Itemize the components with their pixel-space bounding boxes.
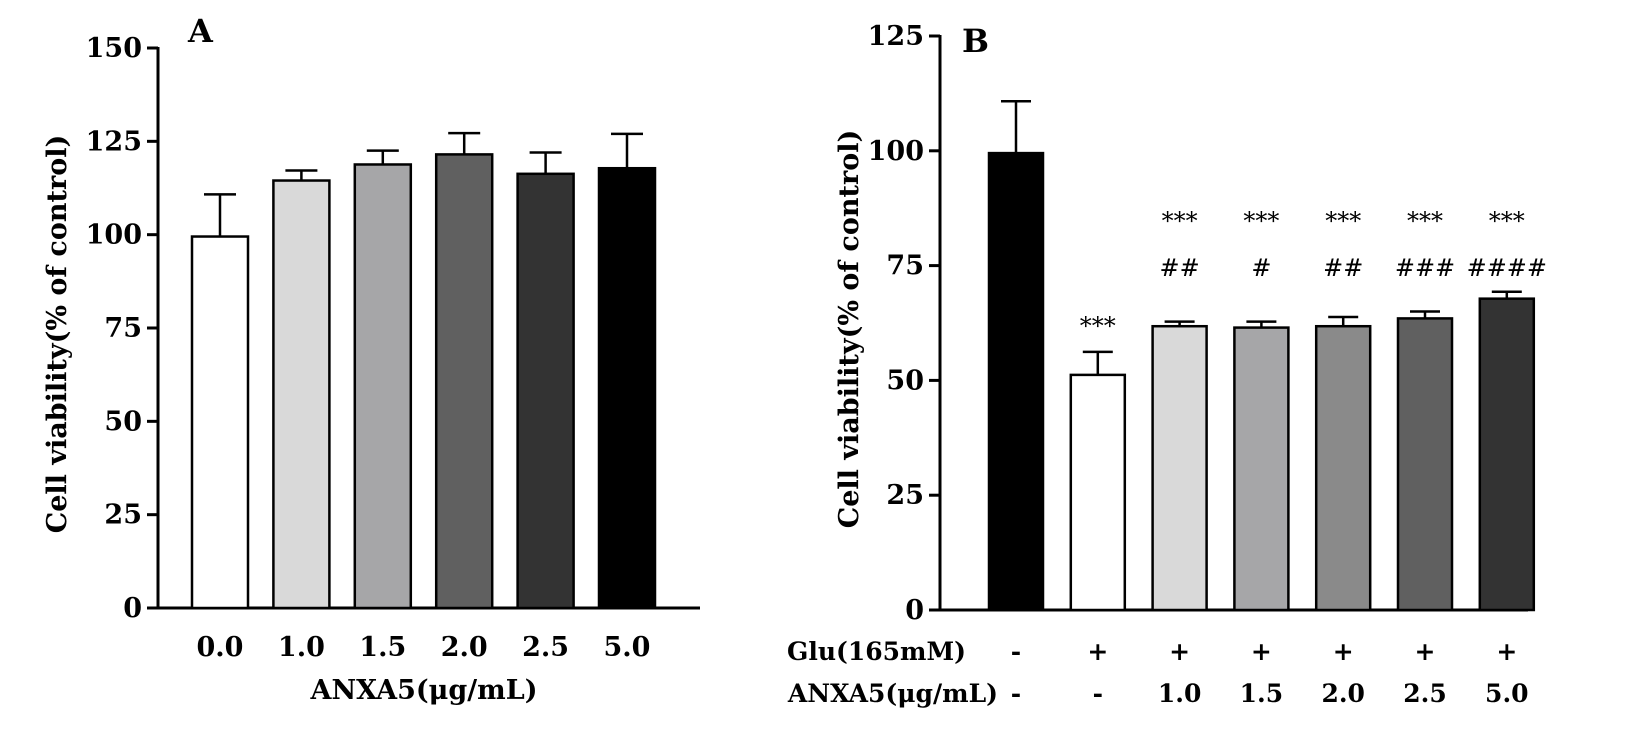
x-tick-label: 2.5 bbox=[522, 632, 569, 663]
condition-value: + bbox=[1415, 637, 1436, 666]
y-tick-label: 125 bbox=[868, 21, 924, 52]
x-axis-title: ANXA5(μg/mL) bbox=[310, 675, 538, 706]
condition-value: - bbox=[1011, 637, 1021, 666]
y-tick-label: 25 bbox=[104, 500, 142, 531]
bar bbox=[272, 179, 331, 610]
condition-label: ANXA5(μg/mL) bbox=[787, 679, 998, 708]
condition-value: 1.5 bbox=[1240, 679, 1284, 708]
condition-value: + bbox=[1251, 637, 1272, 666]
panel-label: A bbox=[187, 12, 214, 50]
significance-hashes: ## bbox=[1159, 254, 1199, 282]
condition-value: + bbox=[1087, 637, 1108, 666]
condition-value: - bbox=[1011, 679, 1021, 708]
condition-value: 5.0 bbox=[1485, 679, 1529, 708]
significance-hashes: ## bbox=[1323, 254, 1363, 282]
panel-label: B bbox=[962, 22, 989, 60]
bar bbox=[1478, 297, 1536, 612]
y-tick-label: 50 bbox=[886, 365, 924, 396]
bar bbox=[1314, 324, 1372, 612]
significance-stars: *** bbox=[1407, 207, 1443, 235]
condition-value: 2.0 bbox=[1321, 679, 1365, 708]
x-tick-label: 2.0 bbox=[441, 632, 488, 663]
significance-stars: *** bbox=[1489, 207, 1525, 235]
bar bbox=[516, 172, 575, 610]
y-axis-title: Cell viability(% of control) bbox=[42, 135, 73, 534]
y-tick-label: 0 bbox=[123, 593, 142, 624]
condition-value: + bbox=[1169, 637, 1190, 666]
condition-value: - bbox=[1093, 679, 1103, 708]
significance-stars: *** bbox=[1162, 207, 1198, 235]
y-tick-label: 75 bbox=[886, 251, 924, 282]
bar bbox=[1069, 373, 1127, 612]
bar bbox=[353, 163, 413, 610]
significance-hashes: ### bbox=[1395, 254, 1455, 282]
y-tick-label: 100 bbox=[868, 136, 924, 167]
bar bbox=[1396, 317, 1454, 612]
condition-value: 2.5 bbox=[1403, 679, 1447, 708]
y-tick-label: 125 bbox=[86, 126, 142, 157]
y-tick-label: 0 bbox=[905, 595, 924, 626]
significance-stars: *** bbox=[1325, 207, 1361, 235]
panel-a: 0 25 50 75 100 125 150 Cell viability(% of cont… bbox=[42, 12, 700, 706]
bar bbox=[597, 166, 657, 610]
significance-hashes: #### bbox=[1467, 254, 1547, 282]
bar bbox=[1233, 326, 1290, 612]
panel-b: 0 25 50 75 100 125 Cell viability(% of control… bbox=[787, 21, 1547, 708]
condition-value: + bbox=[1333, 637, 1354, 666]
y-tick-label: 50 bbox=[104, 406, 142, 437]
bar bbox=[190, 235, 250, 610]
x-tick-label: 0.0 bbox=[197, 632, 244, 663]
bar bbox=[987, 151, 1045, 612]
x-tick-label: 1.0 bbox=[278, 632, 325, 663]
x-tick-label: 5.0 bbox=[604, 632, 651, 663]
bar bbox=[1151, 324, 1208, 612]
condition-value: + bbox=[1496, 637, 1517, 666]
significance-stars: *** bbox=[1243, 207, 1279, 235]
x-tick-label: 1.5 bbox=[359, 632, 406, 663]
y-tick-label: 25 bbox=[886, 480, 924, 511]
y-tick-label: 75 bbox=[104, 313, 142, 344]
y-tick-label: 150 bbox=[86, 33, 142, 64]
bar bbox=[434, 153, 494, 610]
condition-label: Glu(165mM) bbox=[787, 637, 966, 666]
y-tick-label: 100 bbox=[86, 220, 142, 251]
significance-hashes: # bbox=[1251, 254, 1271, 282]
condition-value: 1.0 bbox=[1158, 679, 1202, 708]
significance-stars: *** bbox=[1080, 312, 1116, 340]
y-axis-title: Cell viability(% of control) bbox=[834, 130, 865, 529]
